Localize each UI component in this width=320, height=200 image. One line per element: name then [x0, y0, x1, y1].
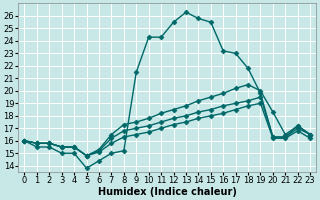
- X-axis label: Humidex (Indice chaleur): Humidex (Indice chaleur): [98, 187, 237, 197]
